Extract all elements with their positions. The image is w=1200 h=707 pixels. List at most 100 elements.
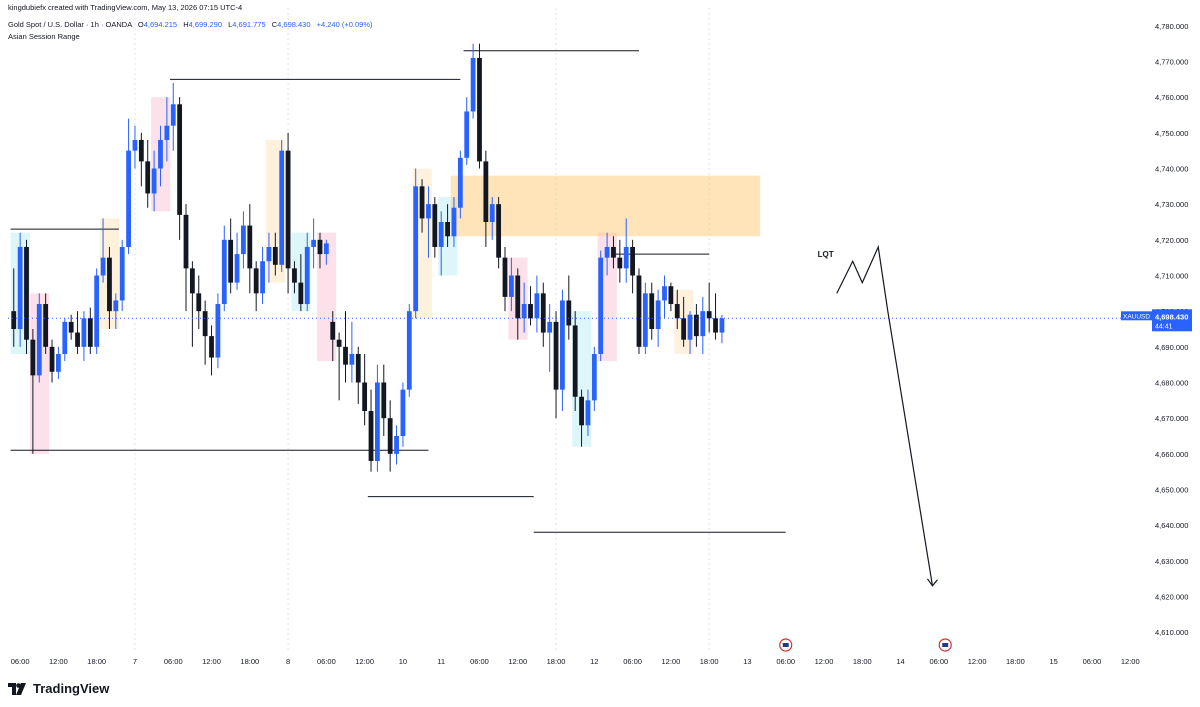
candle-body: [75, 332, 80, 347]
x-tick-label: 11: [437, 657, 445, 666]
candle-body: [655, 300, 661, 329]
candle-body: [636, 275, 642, 347]
tradingview-logo[interactable]: TradingView: [8, 681, 109, 696]
projection-path: [836, 244, 934, 586]
projection-arrowhead: [926, 578, 938, 587]
candle-body: [502, 257, 508, 297]
x-tick-label: 06:00: [1083, 657, 1102, 666]
economic-event-icon: [779, 638, 793, 652]
y-tick-label: 4,780.000: [1155, 22, 1188, 31]
candle-body: [343, 346, 348, 365]
candle-body: [209, 336, 214, 358]
candle-body: [419, 186, 425, 219]
y-tick-label: 4,660.000: [1155, 450, 1188, 459]
candle-body: [119, 246, 125, 301]
candle-body: [215, 304, 221, 358]
candle-body: [687, 314, 693, 340]
economic-event-icon: [938, 638, 952, 652]
candle-body: [406, 311, 412, 390]
candle-body: [94, 275, 100, 347]
candle-body: [451, 207, 457, 237]
candle-body: [381, 382, 387, 419]
candle-body: [81, 318, 87, 347]
candle-body: [496, 204, 502, 258]
candle-body: [292, 268, 297, 283]
y-tick-label: 4,770.000: [1155, 58, 1188, 67]
x-tick-label: 18:00: [547, 657, 566, 666]
x-tick-label: 06:00: [776, 657, 795, 666]
candle-body: [62, 321, 68, 354]
candle-body: [279, 150, 285, 265]
x-tick-label: 13: [743, 657, 751, 666]
candle-body: [113, 300, 119, 312]
candle-body: [107, 257, 112, 312]
candle-body: [464, 111, 470, 158]
candle-body: [349, 353, 355, 365]
y-tick-label: 4,720.000: [1155, 236, 1188, 245]
candle-body: [426, 204, 431, 219]
candle-body: [681, 318, 687, 340]
candle-body: [355, 353, 361, 383]
x-tick-label: 06:00: [470, 657, 489, 666]
ticker-badge-bg: [1121, 311, 1161, 321]
supply-zone: [450, 175, 761, 237]
event-flag-body: [782, 643, 789, 647]
tradingview-logo-icon: [8, 682, 26, 695]
lqt-label: LQT: [818, 250, 834, 259]
candle-body: [126, 150, 131, 247]
candle-body: [566, 300, 572, 326]
candle-body: [713, 318, 718, 333]
candle-body: [177, 104, 183, 215]
candle-body: [706, 311, 712, 319]
candle-body: [43, 304, 49, 347]
x-tick-label: 12:00: [202, 657, 221, 666]
candle-body: [138, 139, 144, 162]
low-value: L4,691.775: [228, 20, 266, 29]
event-flag-body: [942, 643, 949, 647]
candle-body: [362, 382, 368, 412]
x-tick-label: 18:00: [87, 657, 106, 666]
candle-body: [221, 239, 227, 305]
candle-body: [477, 57, 482, 162]
candle-body: [11, 311, 17, 329]
candle-body: [368, 411, 374, 461]
candle-body: [515, 275, 521, 319]
creator-caption: kingdubiefx created with TradingView.com…: [8, 3, 242, 12]
x-tick-label: 12:00: [968, 657, 987, 666]
ticker-badge-text: XAUUSD: [1123, 313, 1150, 320]
candle-body: [489, 204, 495, 222]
candle-body: [304, 246, 310, 305]
candle-body: [298, 282, 304, 305]
candle-body: [585, 400, 591, 426]
y-tick-label: 4,730.000: [1155, 200, 1188, 209]
candle-body: [508, 275, 514, 297]
candle-body: [170, 104, 176, 126]
candle-body: [579, 396, 584, 426]
symbol-legend[interactable]: Gold Spot / U.S. Dollar · 1h · OANDA O4,…: [8, 20, 373, 29]
x-tick-label: 12: [590, 657, 598, 666]
indicator-legend[interactable]: Asian Session Range: [8, 32, 80, 41]
candle-body: [253, 268, 259, 294]
indicator-title[interactable]: Asian Session Range: [8, 32, 80, 41]
x-tick-label: 12:00: [508, 657, 527, 666]
candle-body: [189, 268, 195, 294]
candle-body: [598, 257, 604, 354]
symbol-title[interactable]: Gold Spot / U.S. Dollar · 1h · OANDA: [8, 20, 132, 29]
candle-body: [151, 168, 157, 194]
candle-body: [617, 257, 623, 269]
price-badge-countdown: 44:41: [1155, 323, 1173, 330]
candle-body: [521, 304, 527, 319]
candle-body: [470, 57, 476, 112]
candle-body: [183, 214, 189, 269]
y-tick-label: 4,670.000: [1155, 414, 1188, 423]
candle-body: [266, 246, 272, 262]
candle-body: [394, 436, 399, 454]
candle-body: [528, 304, 533, 319]
x-tick-label: 06:00: [164, 657, 183, 666]
candle-body: [547, 321, 553, 333]
y-tick-label: 4,650.000: [1155, 486, 1188, 495]
x-tick-label: 18:00: [700, 657, 719, 666]
candle-body: [611, 246, 616, 258]
